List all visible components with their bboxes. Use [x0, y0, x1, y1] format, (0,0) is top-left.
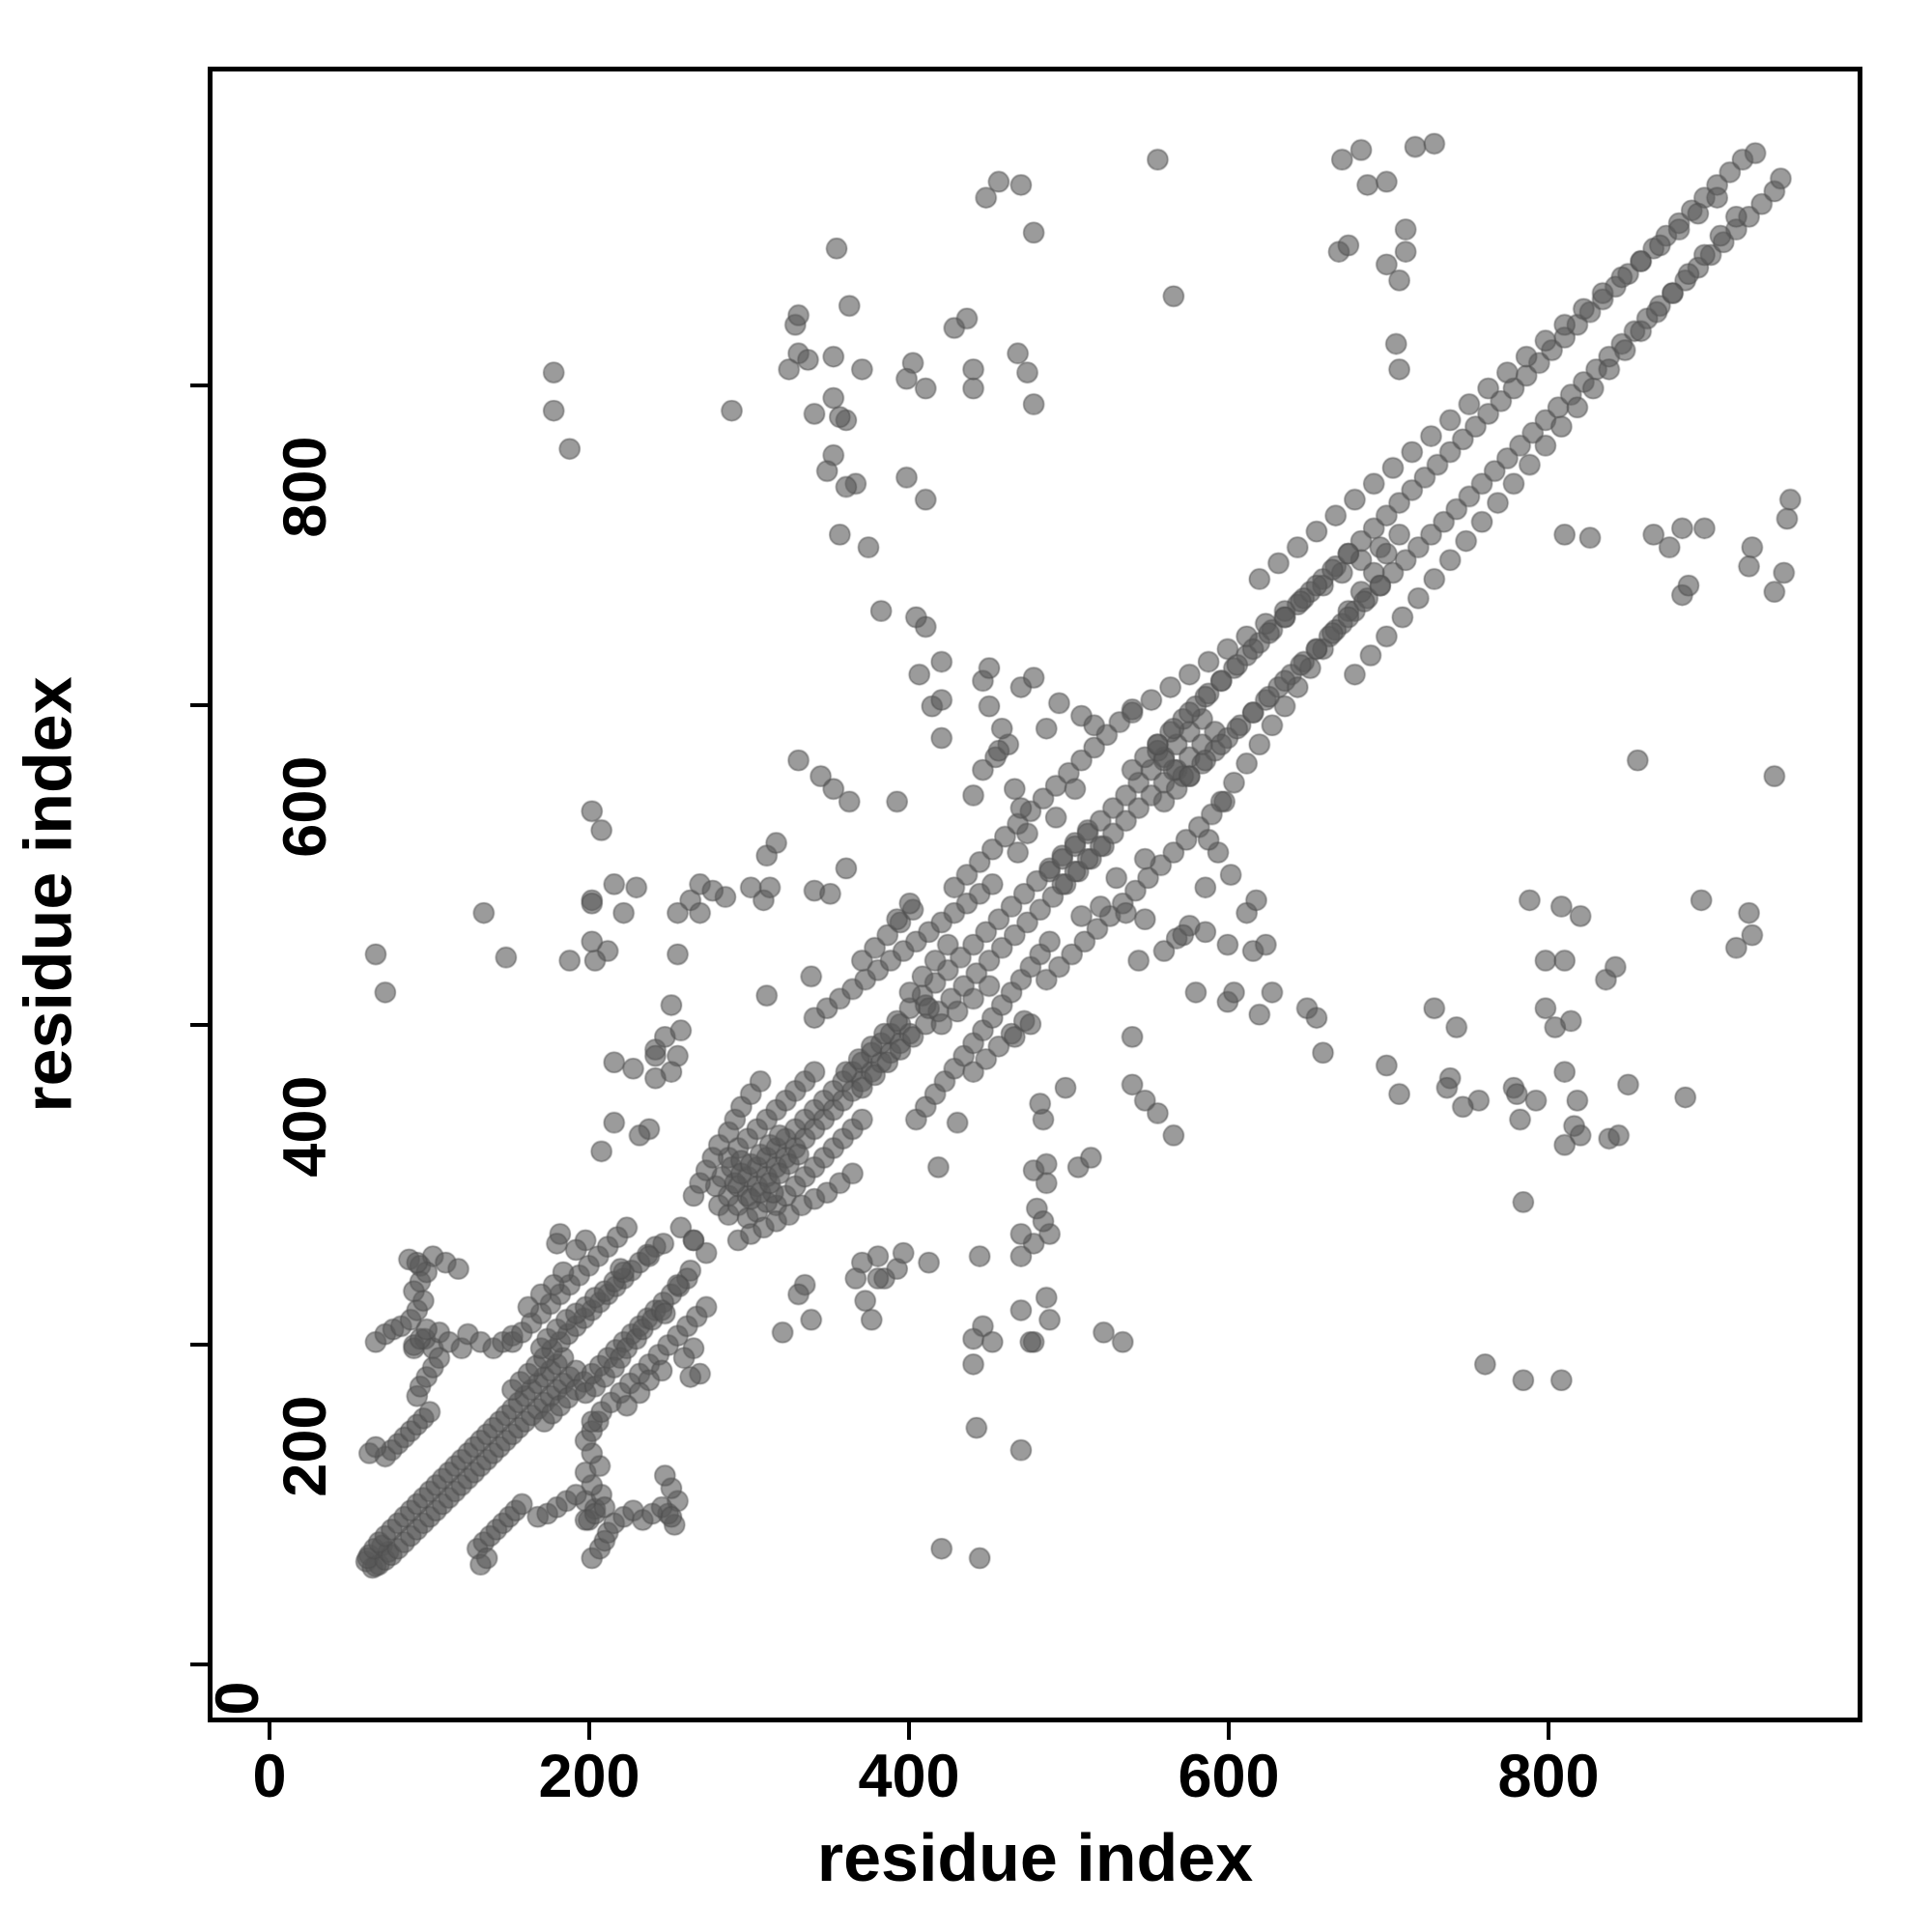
x-tick-800: [1547, 1722, 1550, 1740]
y-ticklabel-800: 800: [271, 436, 340, 538]
y-axis-label: residue index: [11, 676, 86, 1113]
x-tick-400: [907, 1722, 911, 1740]
y-ticklabel-0: 0: [204, 1681, 272, 1716]
x-ticklabel-200: 200: [538, 1743, 640, 1810]
x-tick-600: [1227, 1722, 1231, 1740]
x-ticklabel-400: 400: [858, 1743, 960, 1810]
y-tick-800: [190, 384, 208, 387]
y-axis-label-wrapper: residue index: [0, 67, 97, 1722]
y-ticklabel-600: 600: [271, 755, 340, 858]
plot-area: [208, 67, 1862, 1722]
x-tick-200: [587, 1722, 591, 1740]
y-tick-600: [190, 703, 208, 707]
y-tick-200: [190, 1343, 208, 1347]
y-tick-400: [190, 1023, 208, 1027]
scatter-canvas: [213, 71, 1858, 1718]
x-ticklabel-0: 0: [252, 1743, 287, 1810]
y-tick-0: [190, 1662, 208, 1666]
x-ticklabel-600: 600: [1178, 1743, 1280, 1810]
x-axis-label: residue index: [816, 1820, 1254, 1895]
x-ticklabel-800: 800: [1497, 1743, 1600, 1810]
y-ticklabel-200: 200: [271, 1395, 340, 1497]
x-tick-0: [268, 1722, 271, 1740]
y-ticklabel-400: 400: [271, 1075, 340, 1178]
